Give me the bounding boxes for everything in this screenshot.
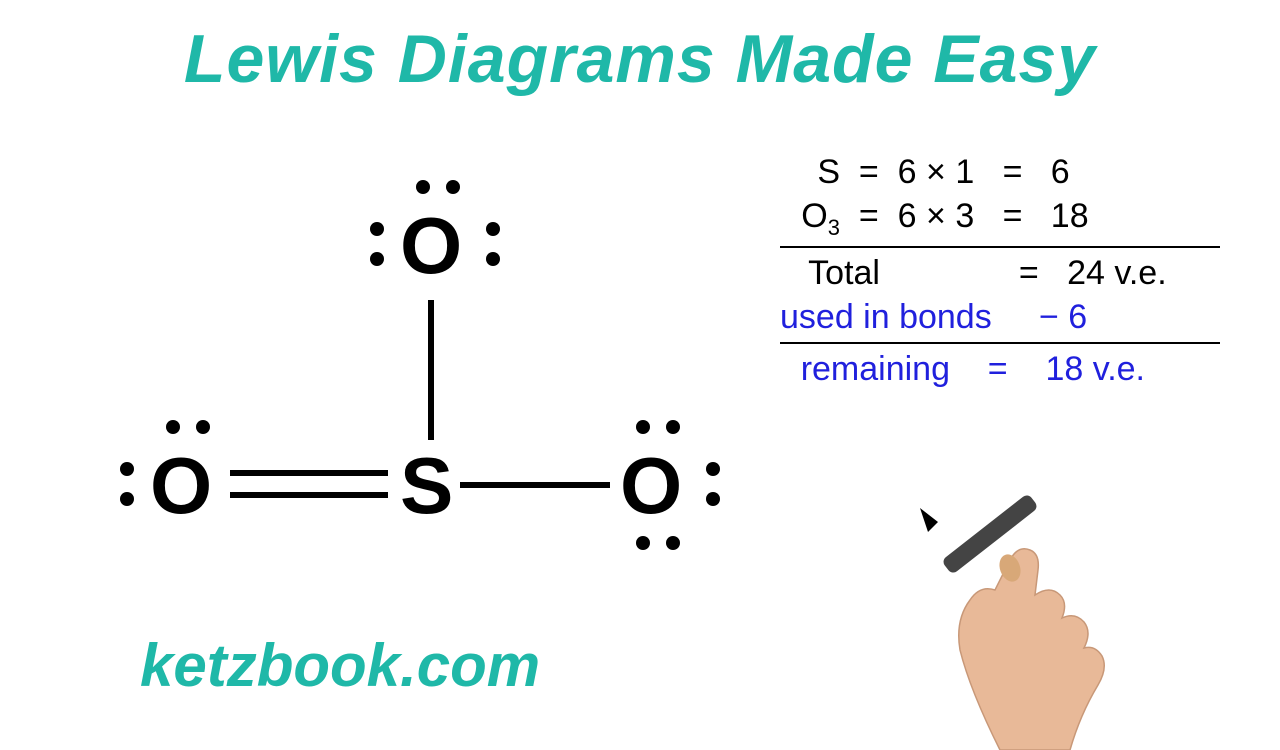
calc-row-sulfur: S = 6 × 1 = 6 [780,150,1220,194]
lone-pair-dot [636,536,650,550]
calc-row-oxygen: O3 = 6 × 3 = 18 [780,194,1220,242]
bond-single-right [460,482,610,488]
calc-row-used: used in bonds − 6 [780,295,1220,339]
lone-pair-dot [486,252,500,266]
lone-pair-dot [166,420,180,434]
valence-electron-calculation: S = 6 × 1 = 6 O3 = 6 × 3 = 18 Total = 24… [780,150,1220,391]
lone-pair-dot [416,180,430,194]
calc-divider [780,246,1220,248]
lone-pair-dot [370,252,384,266]
atom-oxygen-right: O [620,440,682,532]
lone-pair-dot [446,180,460,194]
lone-pair-dot [636,420,650,434]
calc-row-total: Total = 24 v.e. [780,251,1220,295]
lewis-structure-diagram: S O O O [60,130,740,580]
atom-sulfur: S [400,440,453,532]
lone-pair-dot [196,420,210,434]
bond-double-left [230,470,388,476]
atom-oxygen-top: O [400,200,462,292]
bond-double-left [230,492,388,498]
lone-pair-dot [666,536,680,550]
lone-pair-dot [706,462,720,476]
lone-pair-dot [486,222,500,236]
lone-pair-dot [666,420,680,434]
calc-divider [780,342,1220,344]
page-title: Lewis Diagrams Made Easy [0,20,1280,98]
calc-row-remaining: remaining = 18 v.e. [780,347,1220,391]
atom-oxygen-left: O [150,440,212,532]
website-link: ketzbook.com [140,631,540,700]
lone-pair-dot [706,492,720,506]
bond-single-top [428,300,434,440]
lone-pair-dot [370,222,384,236]
hand-icon [880,490,1140,750]
lone-pair-dot [120,492,134,506]
lone-pair-dot [120,462,134,476]
